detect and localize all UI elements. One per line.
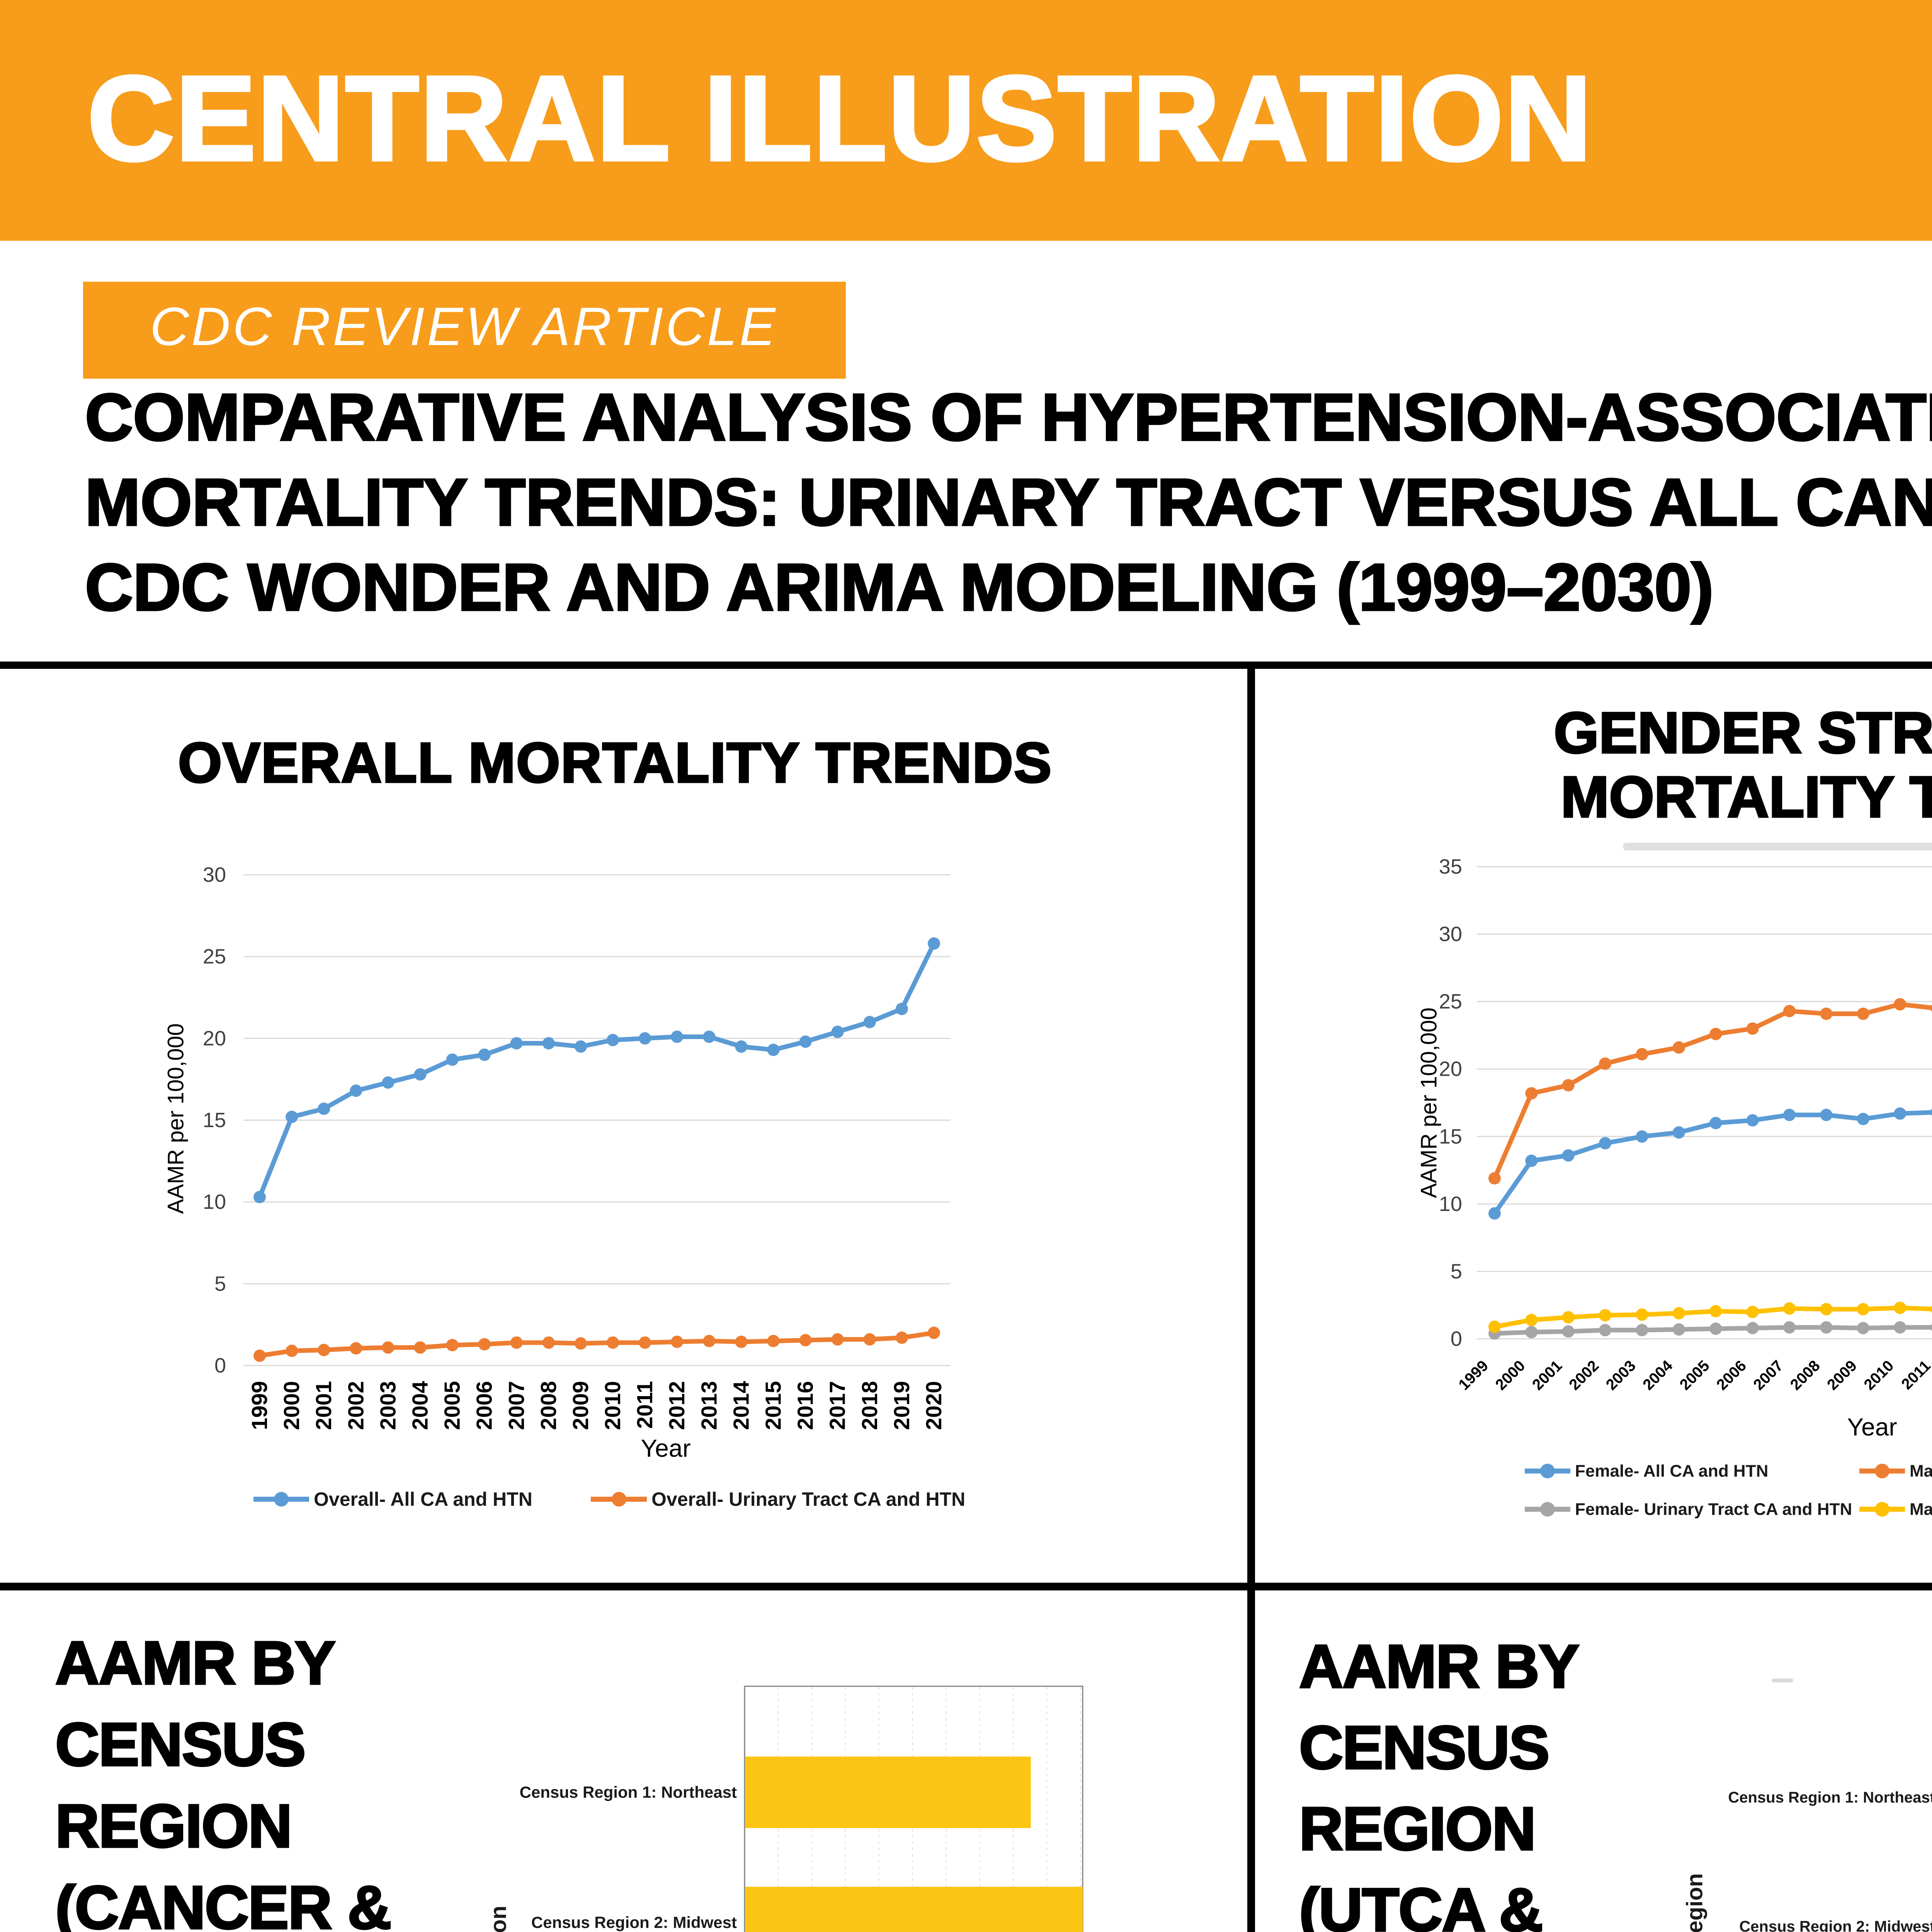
svg-text:2016: 2016 — [793, 1381, 818, 1430]
svg-text:10: 10 — [203, 1190, 226, 1214]
svg-text:2011: 2011 — [633, 1381, 657, 1429]
svg-text:2004: 2004 — [1639, 1357, 1676, 1394]
svg-text:2010: 2010 — [600, 1381, 625, 1430]
svg-text:2002: 2002 — [1566, 1357, 1602, 1393]
svg-text:25: 25 — [1439, 990, 1462, 1013]
svg-text:2008: 2008 — [1787, 1357, 1823, 1393]
svg-text:35: 35 — [1439, 855, 1462, 878]
svg-text:Male- Urinary Tract CA and HTN: Male- Urinary Tract CA and HTN — [1910, 1500, 1932, 1519]
svg-text:0: 0 — [1451, 1327, 1462, 1350]
svg-text:2007: 2007 — [1750, 1357, 1786, 1393]
svg-text:2006: 2006 — [472, 1381, 497, 1430]
svg-text:20: 20 — [1439, 1058, 1462, 1081]
svg-text:2012: 2012 — [665, 1381, 689, 1430]
svg-text:AAMR BY: AAMR BY — [55, 1629, 335, 1697]
svg-text:OVERALL MORTALITY TRENDS: OVERALL MORTALITY TRENDS — [178, 731, 1052, 794]
svg-text:Female- All CA and HTN: Female- All CA and HTN — [1575, 1462, 1768, 1481]
svg-text:Overall- All CA and HTN: Overall- All CA and HTN — [314, 1488, 532, 1510]
svg-text:AAMR BY: AAMR BY — [1299, 1633, 1578, 1701]
svg-text:Census Region: Census Region — [486, 1906, 511, 1932]
svg-text:5: 5 — [214, 1272, 226, 1295]
svg-text:2001: 2001 — [1529, 1357, 1565, 1393]
svg-text:2009: 2009 — [1824, 1357, 1860, 1393]
svg-text:2000: 2000 — [1492, 1357, 1529, 1393]
svg-text:(CANCER &: (CANCER & — [55, 1874, 391, 1932]
svg-text:10: 10 — [1439, 1192, 1462, 1216]
svg-text:2004: 2004 — [408, 1381, 433, 1430]
svg-text:Year: Year — [641, 1434, 690, 1462]
svg-text:2014: 2014 — [729, 1381, 753, 1430]
svg-text:Census Region 2: Midwest: Census Region 2: Midwest — [531, 1913, 737, 1932]
svg-text:Census Region: Census Region — [1682, 1873, 1708, 1932]
svg-text:30: 30 — [1439, 923, 1462, 946]
svg-text:Male- All CA and HTN: Male- All CA and HTN — [1910, 1462, 1932, 1481]
svg-text:2010: 2010 — [1861, 1357, 1897, 1393]
svg-text:2003: 2003 — [376, 1381, 400, 1430]
svg-text:MORTALITY TRENDS: MORTALITY TRENDS — [1561, 764, 1932, 829]
svg-text:AAMR per 100,000: AAMR per 100,000 — [1417, 1007, 1442, 1198]
svg-text:2011: 2011 — [1898, 1357, 1932, 1393]
svg-text:2020: 2020 — [922, 1381, 946, 1430]
svg-text:2013: 2013 — [697, 1381, 721, 1430]
svg-text:REGION: REGION — [1299, 1795, 1535, 1863]
svg-text:2002: 2002 — [344, 1381, 368, 1430]
svg-text:2007: 2007 — [504, 1381, 529, 1430]
svg-text:2009: 2009 — [568, 1381, 593, 1430]
svg-text:CENSUS: CENSUS — [1299, 1714, 1549, 1782]
svg-text:1999: 1999 — [1455, 1357, 1492, 1393]
svg-text:2003: 2003 — [1603, 1357, 1639, 1393]
svg-text:Census Region 1: Northeast: Census Region 1: Northeast — [1728, 1789, 1932, 1806]
svg-text:2008: 2008 — [536, 1381, 561, 1430]
svg-text:20: 20 — [203, 1027, 226, 1050]
svg-text:Census Region 1: Northeast: Census Region 1: Northeast — [520, 1783, 737, 1801]
svg-text:GENDER STRATIFIED: GENDER STRATIFIED — [1554, 700, 1932, 765]
svg-text:REGION: REGION — [55, 1792, 291, 1860]
svg-text:0: 0 — [214, 1354, 226, 1377]
svg-text:15: 15 — [1439, 1125, 1462, 1148]
svg-text:2005: 2005 — [440, 1381, 465, 1430]
svg-text:2001: 2001 — [311, 1381, 336, 1430]
svg-text:2018: 2018 — [857, 1381, 882, 1430]
svg-text:15: 15 — [203, 1109, 226, 1132]
svg-text:Overall- Urinary Tract CA and: Overall- Urinary Tract CA and HTN — [651, 1488, 965, 1510]
svg-text:AAMR per 100,000: AAMR per 100,000 — [163, 1023, 189, 1214]
svg-text:(UTCA &: (UTCA & — [1299, 1876, 1543, 1932]
svg-text:30: 30 — [203, 863, 226, 886]
svg-text:1999: 1999 — [247, 1381, 272, 1430]
svg-text:2019: 2019 — [889, 1381, 914, 1430]
svg-text:Year: Year — [1847, 1413, 1897, 1441]
svg-text:2015: 2015 — [761, 1381, 786, 1430]
svg-text:5: 5 — [1451, 1260, 1462, 1283]
svg-text:25: 25 — [203, 945, 226, 968]
svg-text:2006: 2006 — [1713, 1357, 1750, 1393]
svg-text:Census Region 2: Midwest: Census Region 2: Midwest — [1739, 1918, 1932, 1932]
svg-text:CENSUS: CENSUS — [55, 1711, 305, 1779]
svg-text:2005: 2005 — [1677, 1357, 1713, 1393]
svg-text:2000: 2000 — [279, 1381, 304, 1430]
svg-text:2017: 2017 — [825, 1381, 850, 1430]
svg-text:Female- Urinary Tract CA and H: Female- Urinary Tract CA and HTN — [1575, 1500, 1852, 1519]
